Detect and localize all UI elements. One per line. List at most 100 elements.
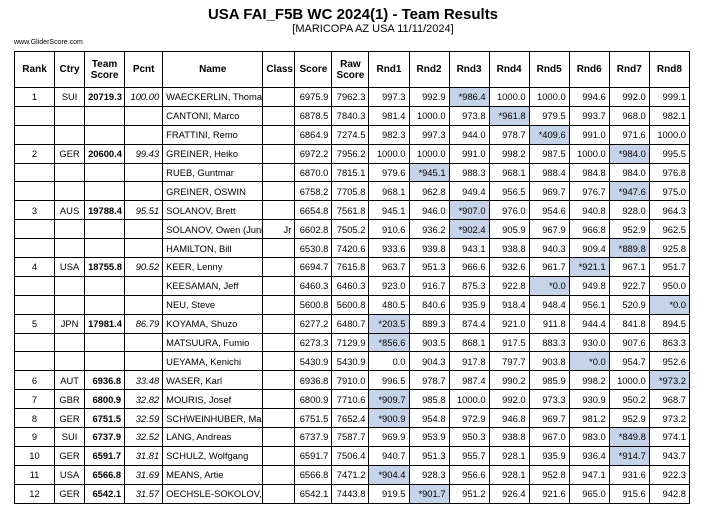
rank-cell bbox=[13, 124, 56, 145]
pilot-name-cell: SOLANOV, Brett bbox=[162, 200, 264, 221]
class-cell bbox=[262, 294, 296, 315]
rank-cell: 5 bbox=[13, 313, 56, 334]
team-score-cell bbox=[84, 105, 126, 126]
raw-score-cell: 7652.4 bbox=[331, 408, 370, 429]
round-score-cell: 961.7 bbox=[528, 257, 570, 277]
country-cell: JPN bbox=[54, 313, 86, 334]
column-header: Rank bbox=[13, 51, 56, 88]
results-body: 1 SUI 20719.3 100.00 WAECKERLIN, Thomas 6975.… bbox=[13, 87, 691, 504]
round-score-cell: 979.6 bbox=[368, 162, 410, 183]
rank-cell: 8 bbox=[13, 408, 56, 429]
table-row: NEU, Steve 5600.8 5600.8 480.5 840.6 935.9 918… bbox=[13, 294, 691, 315]
round-score-cell: 968.1 bbox=[488, 162, 530, 183]
round-score-cell: 950.0 bbox=[648, 275, 691, 296]
country-cell bbox=[54, 219, 86, 240]
rank-cell bbox=[13, 332, 56, 353]
country-cell bbox=[54, 124, 86, 145]
round-score-cell: 922.8 bbox=[488, 275, 530, 296]
raw-score-cell: 7505.2 bbox=[331, 219, 370, 240]
pilot-name-cell: GREINER, OSWIN bbox=[162, 181, 264, 202]
round-score-cell: 973.8 bbox=[448, 105, 490, 126]
table-row: 2 GER 20600.4 99.43 GREINER, Heiko 6972.2 7956… bbox=[13, 143, 691, 164]
round-score-cell: *889.8 bbox=[608, 238, 650, 259]
column-header: Rnd7 bbox=[608, 51, 650, 88]
team-score-cell: 18755.8 bbox=[84, 257, 126, 277]
percent-cell: 33.48 bbox=[124, 370, 164, 391]
column-header: Team Score bbox=[84, 51, 126, 88]
pilot-name-cell: WASER, Karl bbox=[162, 370, 264, 391]
table-row: RUEB, Guntmar 6870.0 7815.1 979.6 *945.1 988.… bbox=[13, 162, 691, 183]
rank-cell bbox=[13, 294, 56, 315]
round-score-cell: 954.8 bbox=[408, 408, 450, 429]
round-score-cell: 903.8 bbox=[528, 351, 570, 372]
percent-cell bbox=[124, 105, 164, 126]
round-score-cell: 868.1 bbox=[448, 332, 490, 353]
round-score-cell: *904.4 bbox=[368, 464, 410, 485]
country-cell: GER bbox=[54, 445, 86, 466]
round-score-cell: *902.4 bbox=[448, 219, 490, 240]
round-score-cell: 917.5 bbox=[488, 332, 530, 353]
round-score-cell: 922.7 bbox=[608, 275, 650, 296]
country-cell: USA bbox=[54, 257, 86, 277]
round-score-cell: 938.8 bbox=[488, 427, 530, 447]
table-row: KEESAMAN, Jeff 6460.3 6460.3 923.0 916.7 875.… bbox=[13, 275, 691, 296]
site-link[interactable]: www.GliderScore.com bbox=[14, 39, 83, 46]
team-score-cell bbox=[84, 162, 126, 183]
class-cell bbox=[262, 313, 296, 334]
round-score-cell: 995.5 bbox=[648, 143, 691, 164]
pilot-name-cell: UEYAMA, Kenichi bbox=[162, 351, 264, 372]
round-score-cell: 480.5 bbox=[368, 294, 410, 315]
round-score-cell: 942.8 bbox=[648, 483, 691, 504]
round-score-cell: 973.2 bbox=[648, 408, 691, 429]
round-score-cell: 945.1 bbox=[368, 200, 410, 221]
class-cell bbox=[262, 445, 296, 466]
percent-cell: 95.51 bbox=[124, 200, 164, 221]
rank-cell: 6 bbox=[13, 370, 56, 391]
round-score-cell: 928.0 bbox=[608, 200, 650, 221]
round-score-cell: 992.0 bbox=[488, 389, 530, 410]
percent-cell bbox=[124, 124, 164, 145]
round-score-cell: 931.6 bbox=[608, 464, 650, 485]
round-score-cell: 956.5 bbox=[488, 181, 530, 202]
round-score-cell: 951.2 bbox=[448, 483, 490, 504]
round-score-cell: *203.5 bbox=[368, 313, 410, 334]
table-row: 3 AUS 19788.4 95.51 SOLANOV, Brett 6654.8 7561… bbox=[13, 200, 691, 221]
percent-cell: 99.43 bbox=[124, 143, 164, 164]
round-score-cell: 997.3 bbox=[368, 87, 410, 107]
round-score-cell: 909.4 bbox=[568, 238, 610, 259]
round-score-cell: 943.1 bbox=[448, 238, 490, 259]
pilot-name-cell: SCHULZ, Wolfgang bbox=[162, 445, 264, 466]
round-score-cell: 999.1 bbox=[648, 87, 691, 107]
round-score-cell: 863.3 bbox=[648, 332, 691, 353]
raw-score-cell: 7815.1 bbox=[331, 162, 370, 183]
round-score-cell: 950.3 bbox=[448, 427, 490, 447]
team-score-cell: 6542.1 bbox=[84, 483, 126, 504]
round-score-cell: 981.4 bbox=[368, 105, 410, 126]
round-score-cell: 966.8 bbox=[568, 219, 610, 240]
page-title: USA FAI_F5B WC 2024(1) - Team Results bbox=[207, 6, 499, 23]
pilot-name-cell: FRATTINI, Remo bbox=[162, 124, 264, 145]
pilot-name-cell: SOLANOV, Owen (Junior bbox=[162, 219, 264, 240]
round-score-cell: *0.0 bbox=[528, 275, 570, 296]
score-cell: 6975.9 bbox=[294, 87, 333, 107]
round-score-cell: 984.0 bbox=[608, 162, 650, 183]
round-score-cell: 988.3 bbox=[448, 162, 490, 183]
class-cell bbox=[262, 389, 296, 410]
class-cell bbox=[262, 370, 296, 391]
round-score-cell: 905.9 bbox=[488, 219, 530, 240]
round-score-cell: 976.0 bbox=[488, 200, 530, 221]
rank-cell: 10 bbox=[13, 445, 56, 466]
score-cell: 6758.2 bbox=[294, 181, 333, 202]
round-score-cell: 956.1 bbox=[568, 294, 610, 315]
percent-cell bbox=[124, 351, 164, 372]
round-score-cell: 964.3 bbox=[648, 200, 691, 221]
country-cell: AUT bbox=[54, 370, 86, 391]
round-score-cell: 967.0 bbox=[528, 427, 570, 447]
round-score-cell: 968.0 bbox=[608, 105, 650, 126]
round-score-cell: 1000.0 bbox=[648, 124, 691, 145]
round-score-cell: 988.4 bbox=[528, 162, 570, 183]
event-subtitle: [MARICOPA AZ USA 11/11/2024] bbox=[292, 23, 454, 35]
round-score-cell: 976.7 bbox=[568, 181, 610, 202]
percent-cell: 31.57 bbox=[124, 483, 164, 504]
round-score-cell: 915.6 bbox=[608, 483, 650, 504]
